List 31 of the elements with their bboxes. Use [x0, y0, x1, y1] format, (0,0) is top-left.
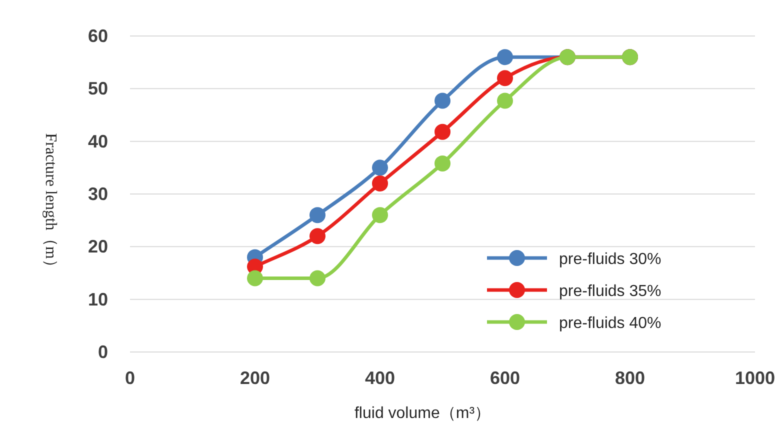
point — [310, 207, 326, 224]
x-tick-label: 0 — [124, 368, 136, 388]
x-tick-label: 1000 — [734, 368, 775, 388]
x-tick-label: 200 — [240, 368, 270, 388]
point — [497, 49, 513, 66]
x-axis-title: fluid volume（m³） — [354, 405, 491, 422]
point — [310, 228, 326, 244]
y-tick-label: 20 — [88, 236, 108, 257]
point — [497, 92, 513, 109]
point — [372, 160, 388, 176]
x-tick-label: 800 — [614, 368, 646, 388]
y-tick-label: 0 — [98, 342, 108, 362]
point — [434, 155, 450, 172]
y-tick-label: 50 — [88, 78, 108, 99]
point — [434, 92, 450, 109]
y-tick-label: 10 — [88, 289, 108, 310]
point — [372, 207, 388, 224]
legend-label: pre-fluids 40% — [559, 315, 662, 332]
y-tick-label: 30 — [88, 184, 108, 204]
point — [434, 124, 450, 140]
y-tick-label: 60 — [88, 26, 108, 46]
point — [247, 270, 263, 286]
legend-label: pre-fluids 35% — [559, 283, 662, 300]
point — [497, 70, 513, 86]
y-axis-title: Fracture length（m） — [42, 133, 59, 275]
x-tick-label: 400 — [364, 368, 396, 388]
legend-label: pre-fluids 30% — [559, 251, 662, 268]
point — [372, 175, 388, 192]
y-tick-label: 40 — [88, 131, 108, 152]
x-tick-label: 600 — [490, 368, 520, 388]
point — [310, 270, 326, 286]
